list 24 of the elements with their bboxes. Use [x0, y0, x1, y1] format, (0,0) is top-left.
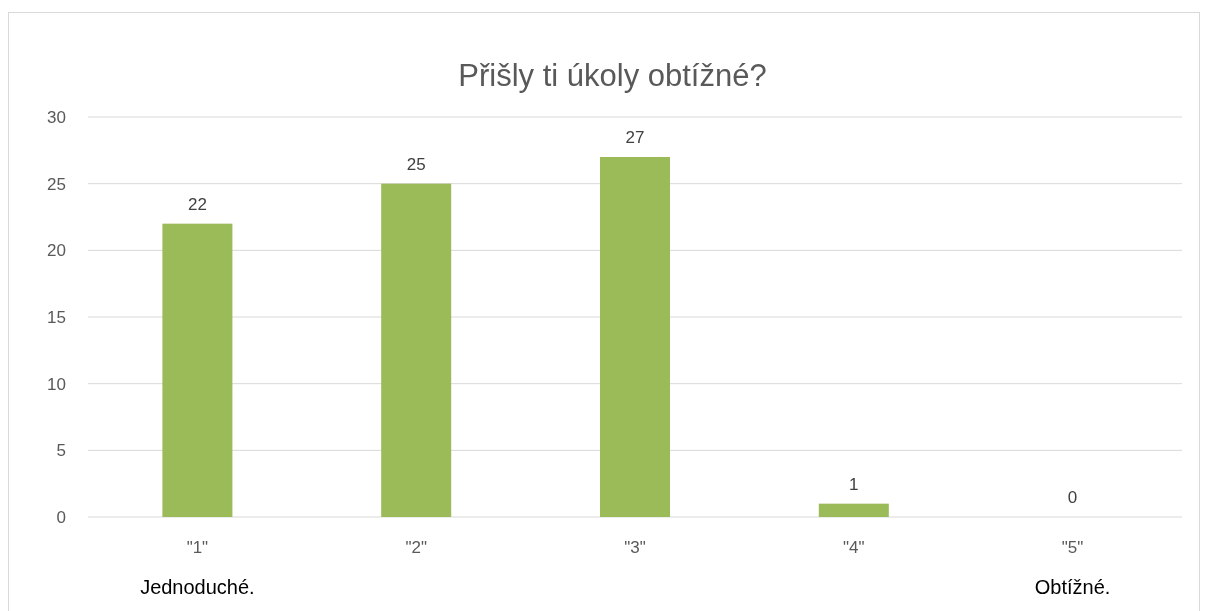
x-tick-label: "2" — [405, 537, 427, 557]
y-tick-label: 5 — [56, 441, 66, 461]
bar — [599, 157, 671, 517]
x-tick-label: "4" — [843, 537, 865, 557]
x-tick-label: "5" — [1061, 537, 1084, 557]
x-tick-label: "3" — [624, 537, 646, 557]
data-label: 22 — [187, 194, 207, 214]
bar — [381, 183, 452, 517]
data-label: 0 — [1067, 488, 1078, 507]
data-label: 1 — [849, 474, 859, 494]
text: Obtížné. — [1034, 576, 1111, 598]
bar — [162, 223, 233, 517]
y-tick-label: 25 — [47, 174, 66, 194]
y-tick-label: 20 — [47, 241, 66, 261]
y-tick-label: 30 — [47, 107, 66, 127]
x-tick-label: "1" — [186, 537, 209, 557]
y-tick-label: 0 — [56, 507, 66, 527]
y-tick-label: 15 — [47, 307, 66, 327]
data-label: 27 — [625, 128, 645, 147]
text: Jednoduché. — [140, 576, 255, 598]
y-tick-label: 10 — [47, 374, 66, 394]
bar — [818, 503, 889, 517]
data-label: 25 — [406, 154, 426, 174]
chart-title: Přišly ti úkoly obtížné? — [458, 58, 767, 93]
